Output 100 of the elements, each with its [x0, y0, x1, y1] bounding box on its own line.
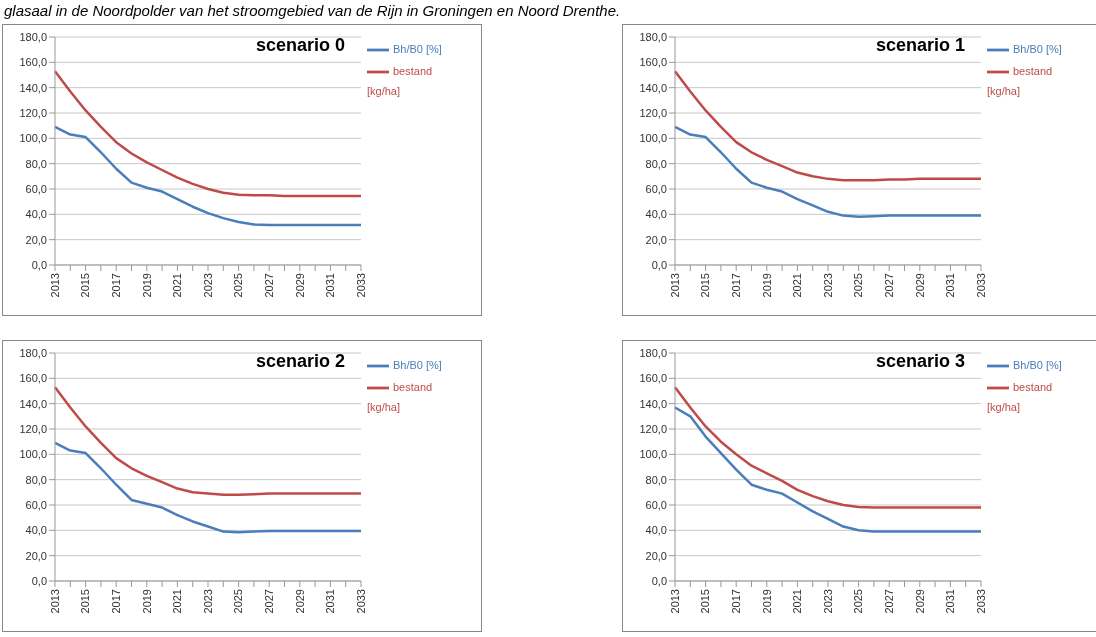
y-tick-label: 160,0 — [19, 372, 47, 385]
legend-label: Bh/B0 [%] — [393, 42, 442, 55]
y-tick-label: 80,0 — [25, 473, 47, 486]
chart-title: scenario 1 — [875, 35, 965, 56]
legend-label: bestand [kg/ha] — [987, 380, 1053, 413]
x-tick-label: 2013 — [668, 589, 681, 614]
legend-label: Bh/B0 [%] — [393, 358, 442, 371]
y-tick-label: 180,0 — [19, 30, 47, 43]
x-tick-label: 2021 — [171, 273, 184, 298]
y-tick-label: 60,0 — [645, 498, 667, 511]
x-tick-label: 2025 — [232, 273, 245, 298]
x-tick-label: 2033 — [354, 273, 367, 298]
x-tick-label: 2027 — [263, 273, 276, 298]
y-tick-label: 60,0 — [25, 498, 47, 511]
y-tick-label: 180,0 — [639, 346, 667, 359]
y-tick-label: 60,0 — [25, 182, 47, 195]
y-tick-label: 0,0 — [651, 574, 667, 587]
x-tick-label: 2017 — [730, 589, 743, 614]
y-tick-label: 20,0 — [25, 233, 47, 246]
x-tick-label: 2023 — [201, 589, 214, 614]
x-tick-label: 2027 — [883, 273, 896, 298]
x-tick-label: 2015 — [79, 273, 92, 298]
chart-title: scenario 2 — [255, 351, 345, 372]
x-tick-label: 2029 — [913, 273, 926, 298]
x-tick-label: 2021 — [791, 273, 804, 298]
y-tick-label: 100,0 — [19, 448, 47, 461]
y-tick-label: 40,0 — [645, 524, 667, 537]
y-tick-label: 0,0 — [31, 258, 47, 271]
y-tick-label: 40,0 — [645, 208, 667, 221]
x-tick-label: 2031 — [324, 589, 337, 614]
x-tick-label: 2027 — [883, 589, 896, 614]
y-tick-label: 120,0 — [19, 422, 47, 435]
x-tick-label: 2031 — [944, 273, 957, 298]
y-tick-label: 0,0 — [651, 258, 667, 271]
line-series — [673, 69, 983, 182]
x-tick-label: 2033 — [354, 589, 367, 614]
text: glasaal in de Noordpolder van het stroomgebied van de Rijn in Groningen en Noord Drenthe. — [4, 2, 621, 19]
line-series — [53, 69, 363, 198]
x-tick-label: 2027 — [263, 589, 276, 614]
y-tick-label: 140,0 — [19, 397, 47, 410]
y-tick-label: 20,0 — [645, 233, 667, 246]
y-tick-label: 20,0 — [645, 549, 667, 562]
x-tick-label: 2017 — [730, 273, 743, 298]
x-tick-label: 2033 — [974, 589, 987, 614]
line-series — [53, 385, 363, 497]
y-tick-label: 80,0 — [645, 473, 667, 486]
line-series — [53, 125, 363, 227]
legend-label: bestand [kg/ha] — [367, 64, 433, 97]
y-tick-label: 120,0 — [19, 106, 47, 119]
x-tick-label: 2025 — [232, 589, 245, 614]
x-tick-label: 2031 — [944, 589, 957, 614]
x-tick-label: 2029 — [293, 589, 306, 614]
y-tick-label: 80,0 — [645, 157, 667, 170]
x-tick-label: 2017 — [110, 589, 123, 614]
y-tick-label: 140,0 — [19, 81, 47, 94]
chart-title: scenario 3 — [875, 351, 965, 372]
x-tick-label: 2013 — [48, 273, 61, 298]
x-tick-label: 2023 — [821, 589, 834, 614]
x-tick-label: 2025 — [852, 589, 865, 614]
x-tick-label: 2013 — [48, 589, 61, 614]
x-tick-label: 2015 — [699, 273, 712, 298]
y-tick-label: 100,0 — [639, 132, 667, 145]
line-series — [673, 406, 983, 533]
x-tick-label: 2031 — [324, 273, 337, 298]
y-tick-label: 140,0 — [639, 81, 667, 94]
y-tick-label: 160,0 — [639, 56, 667, 69]
y-tick-label: 120,0 — [639, 106, 667, 119]
x-tick-label: 2019 — [760, 273, 773, 298]
x-tick-label: 2029 — [293, 273, 306, 298]
y-tick-label: 140,0 — [639, 397, 667, 410]
x-tick-label: 2023 — [201, 273, 214, 298]
chart-title: scenario 0 — [255, 35, 345, 56]
y-tick-label: 180,0 — [19, 346, 47, 359]
y-tick-label: 100,0 — [639, 448, 667, 461]
line-series — [53, 441, 363, 534]
legend-label: bestand [kg/ha] — [987, 64, 1053, 97]
legend-label: Bh/B0 [%] — [1013, 42, 1062, 55]
y-tick-label: 160,0 — [639, 372, 667, 385]
x-tick-label: 2021 — [171, 589, 184, 614]
y-tick-label: 120,0 — [639, 422, 667, 435]
line-series — [673, 385, 983, 509]
x-tick-label: 2019 — [760, 589, 773, 614]
x-tick-label: 2019 — [140, 273, 153, 298]
line-series — [673, 125, 983, 219]
y-tick-label: 60,0 — [645, 182, 667, 195]
x-tick-label: 2017 — [110, 273, 123, 298]
x-tick-label: 2025 — [852, 273, 865, 298]
x-tick-label: 2013 — [668, 273, 681, 298]
x-tick-label: 2015 — [79, 589, 92, 614]
x-tick-label: 2023 — [821, 273, 834, 298]
legend-label: bestand [kg/ha] — [367, 380, 433, 413]
y-tick-label: 80,0 — [25, 157, 47, 170]
y-tick-label: 40,0 — [25, 208, 47, 221]
x-tick-label: 2015 — [699, 589, 712, 614]
y-tick-label: 160,0 — [19, 56, 47, 69]
y-tick-label: 180,0 — [639, 30, 667, 43]
x-tick-label: 2033 — [974, 273, 987, 298]
x-tick-label: 2019 — [140, 589, 153, 614]
y-tick-label: 0,0 — [31, 574, 47, 587]
y-tick-label: 20,0 — [25, 549, 47, 562]
